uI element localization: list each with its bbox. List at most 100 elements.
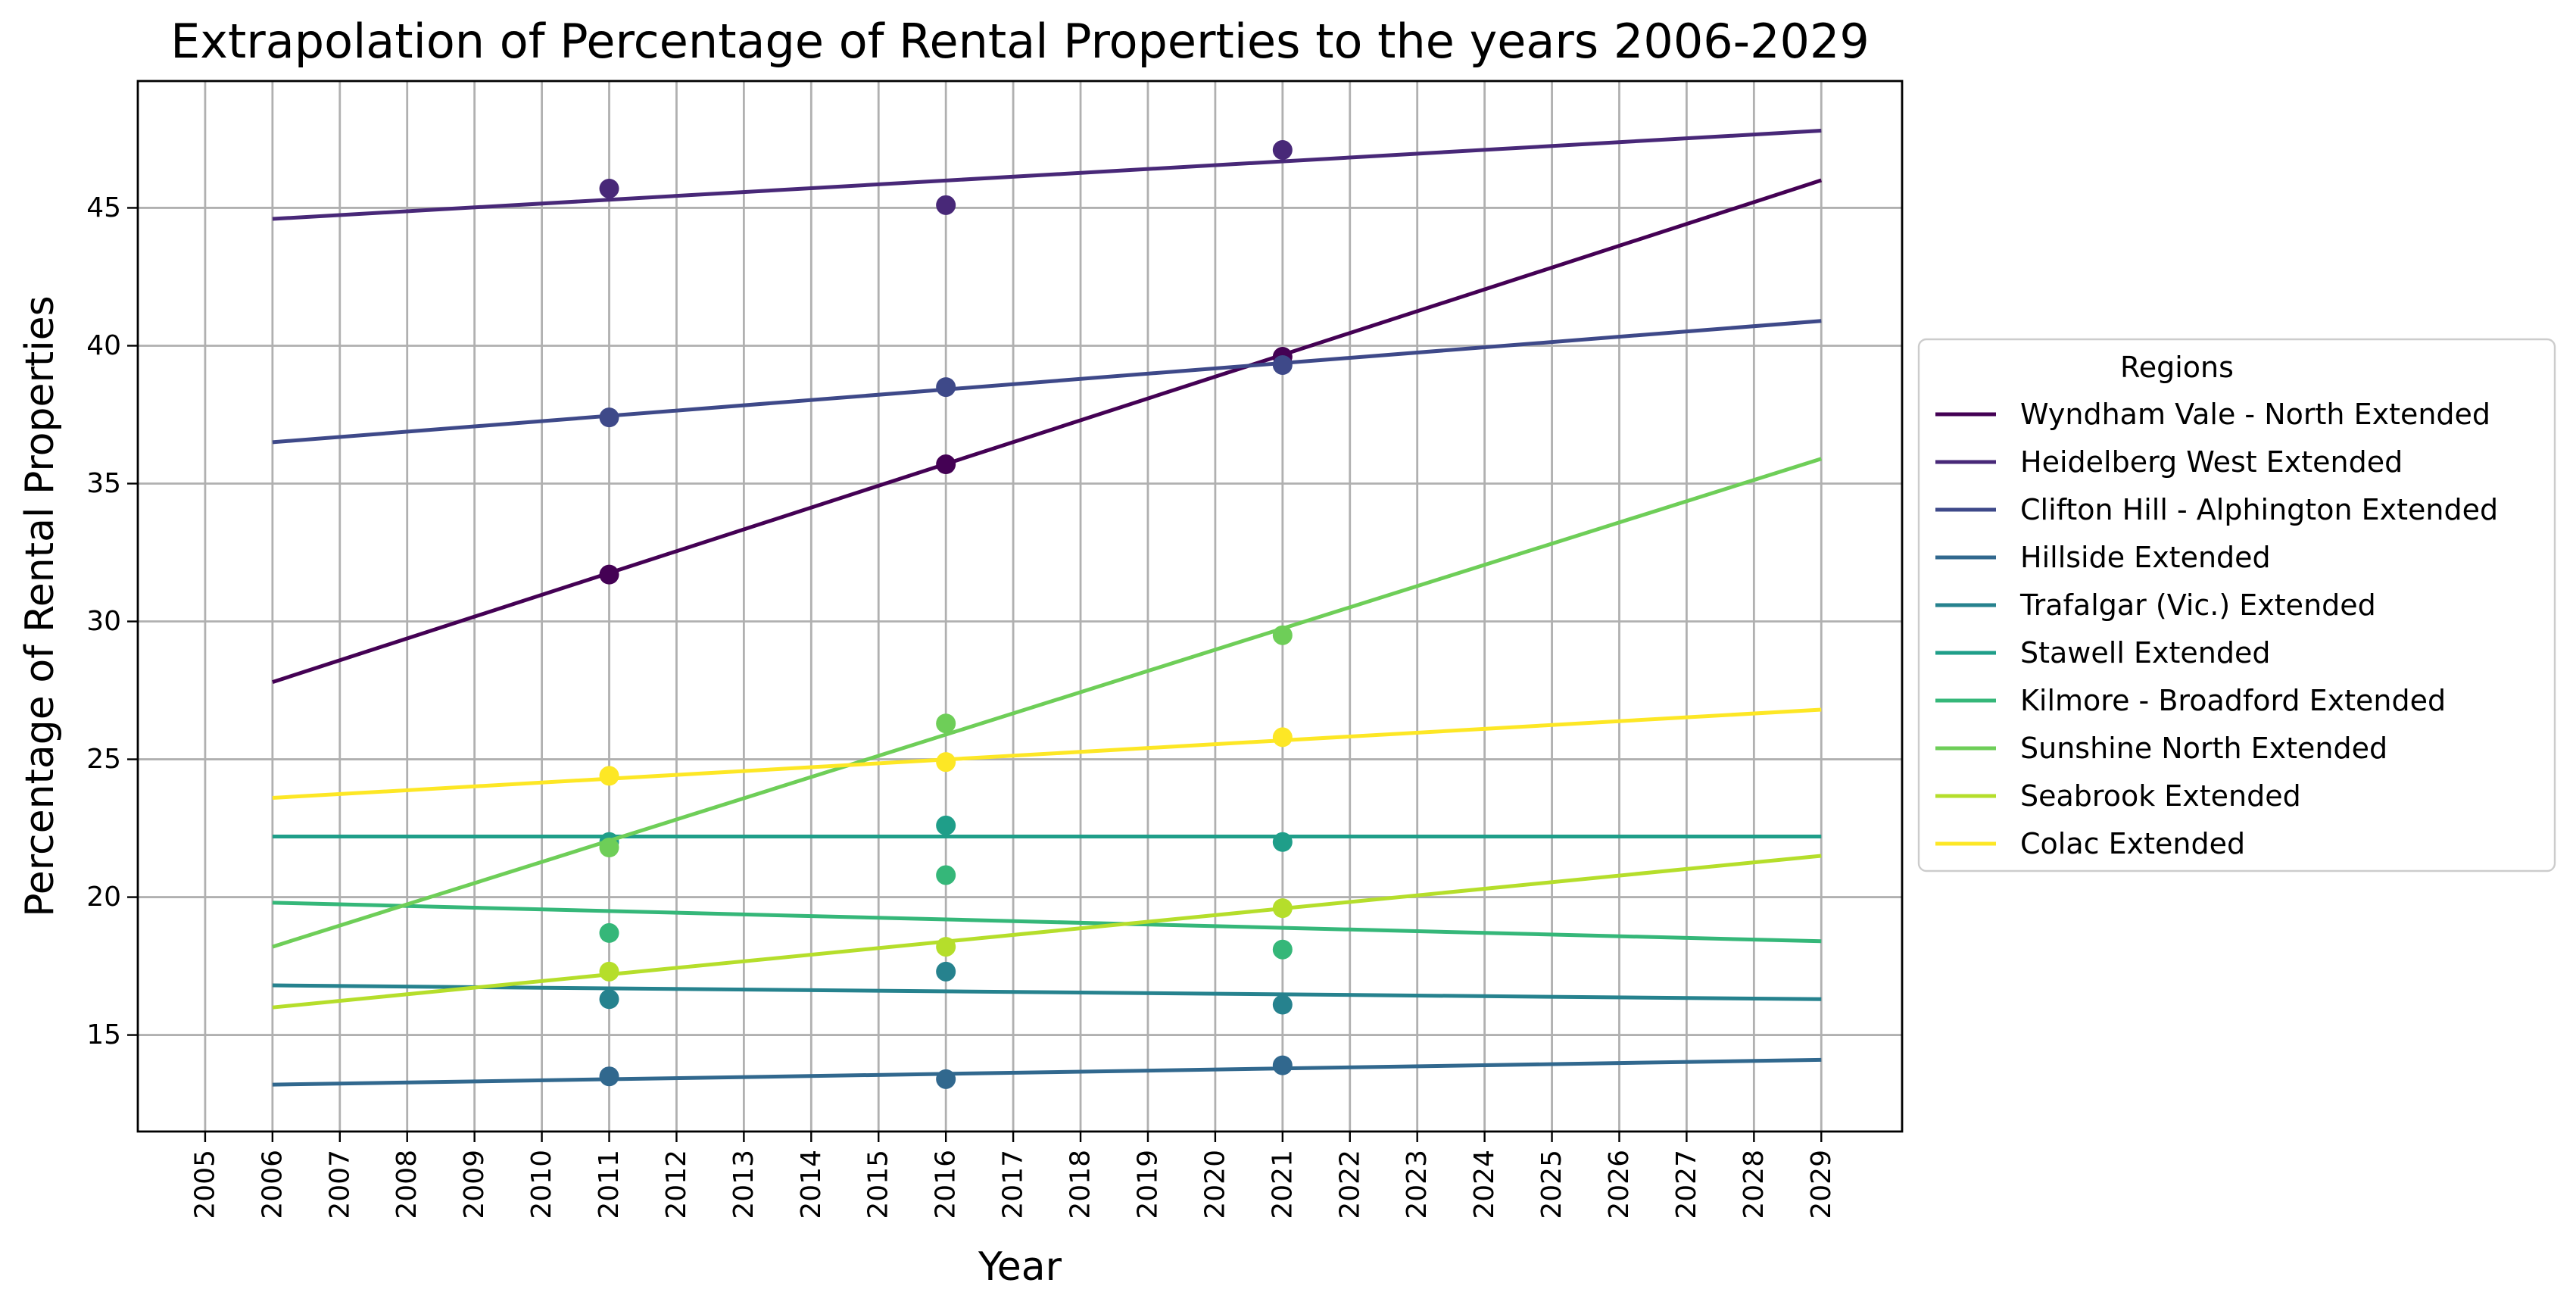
y-tick-label: 15 bbox=[86, 1019, 121, 1050]
legend-label: Colac Extended bbox=[2020, 827, 2245, 860]
x-axis-label: Year bbox=[978, 1244, 1062, 1290]
trend-line bbox=[272, 457, 1823, 949]
x-axis: 2005 2006 2007 2008 2009 2010 2011 2012 2013 2014… bbox=[189, 1132, 1837, 1219]
legend-item: Wyndham Vale - North Extended bbox=[1935, 398, 2490, 431]
data-point bbox=[1272, 140, 1293, 161]
x-tick-label: 2024 bbox=[1469, 1150, 1500, 1219]
legend-label: Sunshine North Extended bbox=[2020, 732, 2387, 765]
data-point bbox=[1272, 939, 1293, 960]
x-tick-label: 2005 bbox=[189, 1150, 220, 1219]
x-tick-label: 2016 bbox=[931, 1150, 962, 1219]
legend-item: Kilmore - Broadford Extended bbox=[1935, 684, 2446, 717]
x-tick-label: 2025 bbox=[1536, 1150, 1567, 1219]
data-point bbox=[599, 407, 619, 428]
y-tick-label: 45 bbox=[86, 192, 121, 223]
legend-item: Seabrook Extended bbox=[1935, 779, 2301, 813]
series bbox=[272, 865, 1822, 960]
legend-label: Seabrook Extended bbox=[2020, 779, 2301, 813]
legend-item: Colac Extended bbox=[1935, 827, 2245, 860]
x-tick-label: 2029 bbox=[1806, 1150, 1837, 1219]
series bbox=[272, 1055, 1822, 1089]
legend-label: Kilmore - Broadford Extended bbox=[2020, 684, 2446, 717]
legend-item: Sunshine North Extended bbox=[1935, 732, 2387, 765]
data-point bbox=[1272, 354, 1293, 375]
y-tick-label: 20 bbox=[86, 882, 121, 913]
series bbox=[272, 319, 1822, 445]
x-tick-label: 2012 bbox=[661, 1150, 692, 1219]
data-point bbox=[1272, 898, 1293, 919]
legend-label: Wyndham Vale - North Extended bbox=[2020, 398, 2490, 431]
trend-line bbox=[272, 901, 1822, 944]
data-point bbox=[936, 961, 956, 982]
data-point bbox=[936, 454, 956, 475]
x-tick-label: 2015 bbox=[863, 1150, 894, 1219]
legend-title: Regions bbox=[2120, 351, 2234, 384]
y-tick-label: 25 bbox=[86, 744, 121, 775]
x-tick-label: 2013 bbox=[728, 1150, 759, 1219]
data-point bbox=[936, 195, 956, 215]
trend-line bbox=[272, 319, 1822, 445]
legend-items: Wyndham Vale - North Extended Heidelberg … bbox=[1935, 398, 2498, 860]
trend-line bbox=[272, 707, 1822, 801]
trend-line bbox=[272, 129, 1822, 221]
series bbox=[272, 854, 1822, 1010]
y-axis-label: Percentage of Rental Properties bbox=[17, 295, 63, 916]
legend-label: Trafalgar (Vic.) Extended bbox=[2019, 588, 2376, 622]
data-point bbox=[936, 937, 956, 957]
legend-label: Stawell Extended bbox=[2020, 636, 2270, 670]
y-axis: 15 20 25 30 35 40 45 bbox=[86, 192, 138, 1050]
data-point bbox=[599, 989, 619, 1010]
data-point bbox=[936, 377, 956, 398]
data-point bbox=[599, 838, 619, 858]
legend-box bbox=[1917, 338, 2556, 872]
x-tick-label: 2026 bbox=[1604, 1150, 1635, 1219]
data-point bbox=[599, 961, 619, 982]
x-tick-label: 2010 bbox=[526, 1150, 557, 1219]
data-point bbox=[936, 752, 956, 773]
data-point bbox=[1272, 625, 1293, 645]
legend-label: Clifton Hill - Alphington Extended bbox=[2020, 493, 2498, 526]
x-tick-label: 2027 bbox=[1671, 1150, 1702, 1219]
legend-item: Heidelberg West Extended bbox=[1935, 445, 2403, 479]
x-tick-label: 2019 bbox=[1132, 1150, 1163, 1219]
series bbox=[272, 707, 1822, 801]
legend: Regions Wyndham Vale - North Extended Hei… bbox=[1917, 338, 2556, 872]
data-point bbox=[936, 865, 956, 885]
legend-item: Clifton Hill - Alphington Extended bbox=[1935, 493, 2498, 526]
y-tick-label: 35 bbox=[86, 468, 121, 499]
data-point bbox=[936, 713, 956, 734]
legend-item: Trafalgar (Vic.) Extended bbox=[1935, 588, 2376, 622]
trend-line bbox=[272, 1057, 1822, 1087]
data-point bbox=[1272, 832, 1293, 852]
data-point bbox=[1272, 994, 1293, 1015]
x-tick-label: 2020 bbox=[1199, 1150, 1230, 1219]
legend-label: Hillside Extended bbox=[2020, 541, 2271, 574]
x-tick-label: 2028 bbox=[1739, 1150, 1770, 1219]
data-point bbox=[1272, 1055, 1293, 1075]
trend-line bbox=[272, 854, 1822, 1010]
x-tick-label: 2014 bbox=[796, 1150, 827, 1219]
x-tick-label: 2018 bbox=[1065, 1150, 1096, 1219]
data-point bbox=[936, 815, 956, 835]
series bbox=[272, 129, 1822, 221]
data-point bbox=[1272, 727, 1293, 748]
x-tick-label: 2022 bbox=[1334, 1150, 1365, 1219]
trend-line bbox=[272, 178, 1823, 684]
series bbox=[272, 815, 1822, 852]
x-tick-label: 2011 bbox=[594, 1150, 625, 1219]
data-point bbox=[599, 922, 619, 943]
data-point bbox=[599, 766, 619, 786]
x-tick-label: 2009 bbox=[459, 1150, 490, 1219]
x-tick-label: 2021 bbox=[1267, 1150, 1298, 1219]
data-point bbox=[599, 564, 619, 585]
series bbox=[272, 457, 1823, 949]
x-tick-label: 2007 bbox=[324, 1150, 355, 1219]
legend-item: Stawell Extended bbox=[1935, 636, 2270, 670]
series bbox=[272, 178, 1823, 684]
data-point bbox=[599, 178, 619, 198]
series-layer bbox=[272, 129, 1823, 1089]
x-tick-label: 2023 bbox=[1402, 1150, 1433, 1219]
x-tick-label: 2008 bbox=[391, 1150, 423, 1219]
data-point bbox=[599, 1066, 619, 1087]
